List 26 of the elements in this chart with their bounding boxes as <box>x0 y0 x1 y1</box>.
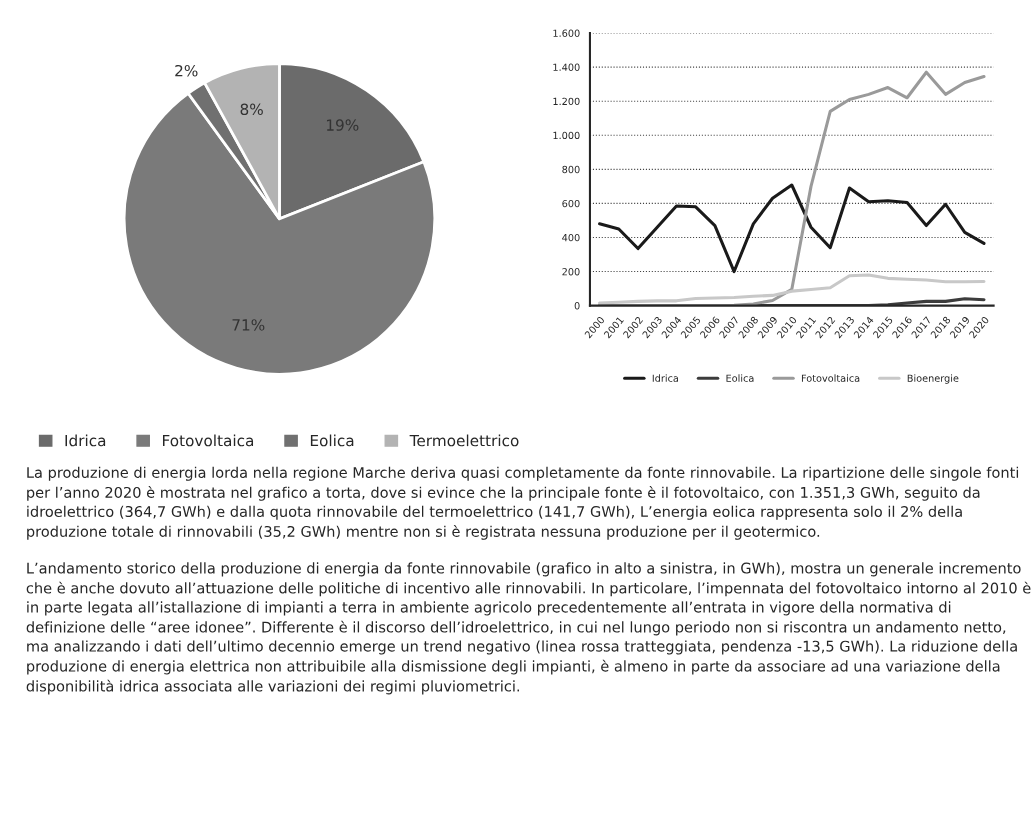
y-tick-label: 1.600 <box>553 29 580 37</box>
legend-label: Termoelettrico <box>409 434 519 447</box>
y-tick-label: 0 <box>574 302 580 310</box>
legend-label: Fotovoltaica <box>801 374 860 382</box>
line-series <box>598 273 986 305</box>
data-label: 19% <box>326 119 359 131</box>
legend-label: Eolica <box>726 374 754 382</box>
line-series <box>598 183 986 274</box>
y-tick-label: 400 <box>562 233 580 242</box>
legend-label: Fotovoltaica <box>163 434 254 447</box>
legend-label: Idrica <box>65 434 106 447</box>
y-tick-label: 1.000 <box>553 131 580 140</box>
y-tick-label: 1.200 <box>553 97 580 106</box>
data-label: 2% <box>175 64 198 77</box>
y-tick-label: 200 <box>562 268 580 276</box>
legend-label: Bioenergie <box>907 374 959 384</box>
y-tick-label: 1.400 <box>553 63 580 71</box>
legend-label: Eolica <box>310 434 354 447</box>
data-label: 8% <box>240 103 263 116</box>
data-label: 71% <box>232 319 265 331</box>
text: La produzione di energia lorda nella regione Marche deriva quasi completamente da fonte rinnovabile. La ripartizione delle singole fonti per l’anno 2020 è mostrata nel grafico a torta, dove si evince che la principale fonte è il fotovoltaico, con 1.351,3 GWh, seguito da idroelettrico (364,7 GWh) e dalla quota rinnovabile del termoelettrico (141,7 GWh), L’energia eolica rappresenta solo il 2% della produzione totale di rinnovabili (35,2 GWh) mentre non si è registrata nessuna produzione per il geotermico. <box>27 466 1019 540</box>
line-series <box>598 70 986 306</box>
legend-label: Idrica <box>652 374 678 382</box>
y-tick-label: 800 <box>562 165 580 174</box>
y-tick-label: 600 <box>562 199 580 208</box>
text: L’andamento storico della produzione di energia da fonte rinnovabile (grafico in alto a sinistra, in GWh), mostra un generale incremento che è anche dovuto all’attuazione delle politiche di incentivo alle rinnovabili. In particolare, l’impennata del fotovoltaico intorno al 2010 è in parte legata all’istallazione di impianti a terra in ambiente agricolo precedentemente all’entrata in vigore della normativa di definizione delle “aree idonee”. Differente è il discorso dell’idroelettrico, in cui nel lungo periodo non si riscontra un andamento netto, ma analizzando i dati dell’ultimo decennio emerge un trend negativo (linea rossa tratteggiata, pendenza -13,5 GWh). La riduzione della produzione di energia elettrica non attribuibile alla dismissione degli impianti, è almeno in parte da associare ad una variazione della disponibilità idrica associata alle variazioni dei regimi pluviometrici. <box>26 562 1031 695</box>
